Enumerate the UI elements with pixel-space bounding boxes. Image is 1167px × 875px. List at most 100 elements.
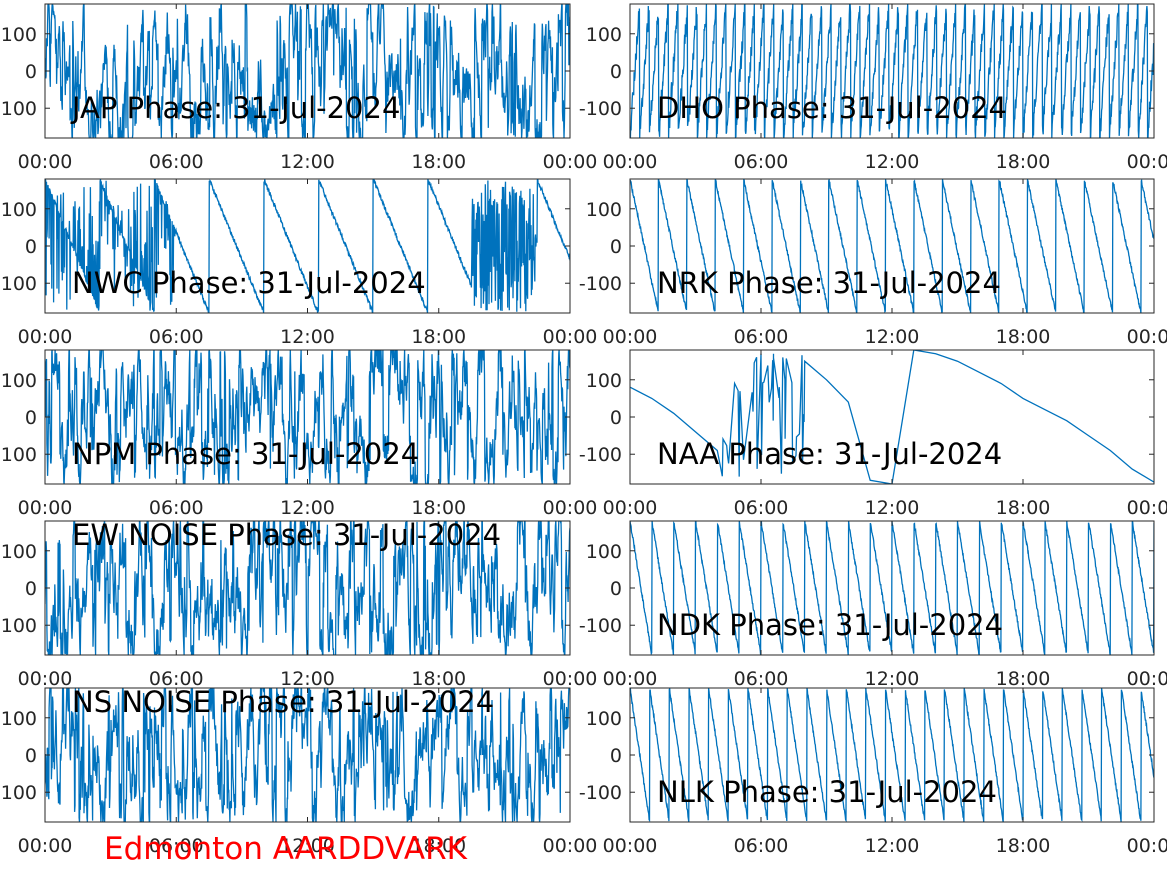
panel-title: NDK Phase: 31-Jul-2024 (657, 608, 1003, 642)
station-label: Edmonton AARDDVARK (104, 831, 468, 867)
panel-title: NAA Phase: 31-Jul-2024 (657, 437, 1002, 471)
x-tick-label: 18:00 (411, 151, 466, 173)
y-tick-label: 100 (1, 199, 37, 221)
panel-title: NWC Phase: 31-Jul-2024 (72, 266, 426, 300)
y-tick-label: 100 (1, 370, 37, 392)
phase-panel: 100 0 -100 00:00 06:00 12:00 18:00 00:00 NAA Pha… (579, 349, 1167, 519)
y-tick-label: -100 (579, 273, 622, 295)
phase-series-line (45, 350, 570, 484)
panel-title: NLK Phase: 31-Jul-2024 (657, 775, 997, 809)
x-tick-label: 06:00 (734, 151, 789, 173)
phase-series-line (630, 179, 1154, 313)
x-tick-label: 00:00 (603, 835, 658, 857)
x-tick-label: 00:00 (603, 326, 658, 348)
x-tick-label: 06:00 (149, 497, 204, 519)
x-tick-label: 06:00 (734, 497, 789, 519)
x-tick-label: 00:00 (1127, 835, 1167, 857)
y-tick-label: 0 (610, 745, 622, 767)
phase-panel: 100 0 -100 00:00 06:00 12:00 18:00 00:00 NPM Pha… (0, 349, 598, 519)
y-tick-label: -100 (0, 782, 37, 804)
y-tick-label: 100 (1, 708, 37, 730)
x-tick-label: 18:00 (996, 151, 1051, 173)
x-tick-label: 18:00 (411, 835, 466, 857)
phase-series-line (45, 4, 570, 138)
x-tick-label: 00:00 (603, 151, 658, 173)
y-tick-label: 0 (25, 61, 37, 83)
panel-title: NPM Phase: 31-Jul-2024 (72, 437, 419, 471)
x-tick-label: 12:00 (865, 668, 920, 690)
x-tick-label: 06:00 (149, 151, 204, 173)
phase-series-line (45, 521, 570, 655)
x-tick-label: 12:00 (865, 497, 920, 519)
y-tick-label: 100 (1, 24, 37, 46)
y-tick-label: -100 (579, 615, 622, 637)
phase-panel: 100 0 -100 00:00 06:00 12:00 18:00 00:00 NWC Pha… (0, 178, 597, 348)
x-tick-label: 00:00 (1127, 497, 1167, 519)
panel-title: EW NOISE Phase: 31-Jul-2024 (72, 518, 501, 552)
y-tick-label: 0 (610, 407, 622, 429)
y-tick-label: 0 (610, 61, 622, 83)
x-tick-label: 00:00 (603, 497, 658, 519)
x-tick-label: 00:00 (1127, 151, 1167, 173)
x-tick-label: 00:00 (543, 835, 598, 857)
x-tick-label: 12:00 (280, 151, 335, 173)
phase-series-line (45, 179, 570, 313)
x-tick-label: 00:00 (1127, 668, 1167, 690)
x-tick-label: 18:00 (996, 326, 1051, 348)
x-tick-label: 12:00 (280, 668, 335, 690)
phase-panel: 100 0 -100 00:00 06:00 12:00 18:00 00:00 NDK Pha… (579, 520, 1167, 690)
phase-series-line (630, 688, 1154, 822)
x-tick-label: 00:00 (18, 668, 73, 690)
x-tick-label: 00:00 (1127, 326, 1167, 348)
y-tick-label: -100 (0, 273, 37, 295)
x-tick-label: 00:00 (18, 326, 73, 348)
x-tick-label: 12:00 (865, 835, 920, 857)
y-tick-label: 100 (586, 24, 622, 46)
x-tick-label: 12:00 (280, 835, 335, 857)
x-tick-label: 18:00 (411, 497, 466, 519)
x-tick-label: 18:00 (996, 497, 1051, 519)
y-tick-label: 100 (586, 541, 622, 563)
panel-title: DHO Phase: 31-Jul-2024 (657, 91, 1007, 125)
phase-series-line (630, 350, 1154, 484)
y-tick-label: 0 (25, 578, 37, 600)
x-tick-label: 06:00 (149, 668, 204, 690)
x-tick-label: 18:00 (996, 668, 1051, 690)
x-tick-label: 06:00 (149, 835, 204, 857)
x-tick-label: 12:00 (865, 151, 920, 173)
x-tick-label: 06:00 (734, 835, 789, 857)
phase-panel: 100 0 -100 00:00 06:00 12:00 18:00 00:00 NRK Pha… (579, 178, 1167, 348)
y-tick-label: 0 (25, 745, 37, 767)
phase-panel: 100 0 -100 00:00 06:00 12:00 18:00 00:00 NS NOIS… (0, 685, 597, 857)
phase-series-line (630, 4, 1154, 138)
y-tick-label: 0 (25, 236, 37, 258)
x-tick-label: 00:00 (603, 668, 658, 690)
y-tick-label: -100 (0, 444, 37, 466)
x-tick-label: 00:00 (543, 668, 598, 690)
x-tick-label: 18:00 (411, 326, 466, 348)
x-tick-label: 00:00 (18, 497, 73, 519)
y-tick-label: 100 (586, 370, 622, 392)
x-tick-label: 00:00 (18, 151, 73, 173)
panel-title: NS NOISE Phase: 31-Jul-2024 (72, 685, 494, 719)
x-tick-label: 18:00 (996, 835, 1051, 857)
phase-panel: 100 0 -100 00:00 06:00 12:00 18:00 00:00 JAP Pha… (0, 3, 598, 173)
x-tick-label: 00:00 (543, 151, 598, 173)
phase-panel: 100 0 -100 00:00 06:00 12:00 18:00 00:00 NLK Pha… (579, 687, 1167, 857)
phase-panel: 100 0 -100 00:00 06:00 12:00 18:00 00:00 DHO Pha… (579, 3, 1167, 173)
y-tick-label: -100 (0, 98, 37, 120)
x-tick-label: 12:00 (280, 497, 335, 519)
phase-series-line (45, 688, 570, 822)
y-tick-label: 0 (610, 578, 622, 600)
y-tick-label: -100 (579, 782, 622, 804)
y-tick-label: -100 (579, 444, 622, 466)
y-tick-label: 100 (586, 199, 622, 221)
x-tick-label: 06:00 (734, 668, 789, 690)
y-tick-label: 0 (610, 236, 622, 258)
x-tick-label: 00:00 (18, 835, 73, 857)
x-tick-label: 00:00 (543, 497, 598, 519)
x-tick-label: 18:00 (411, 668, 466, 690)
y-tick-label: -100 (579, 98, 622, 120)
x-tick-label: 06:00 (149, 326, 204, 348)
